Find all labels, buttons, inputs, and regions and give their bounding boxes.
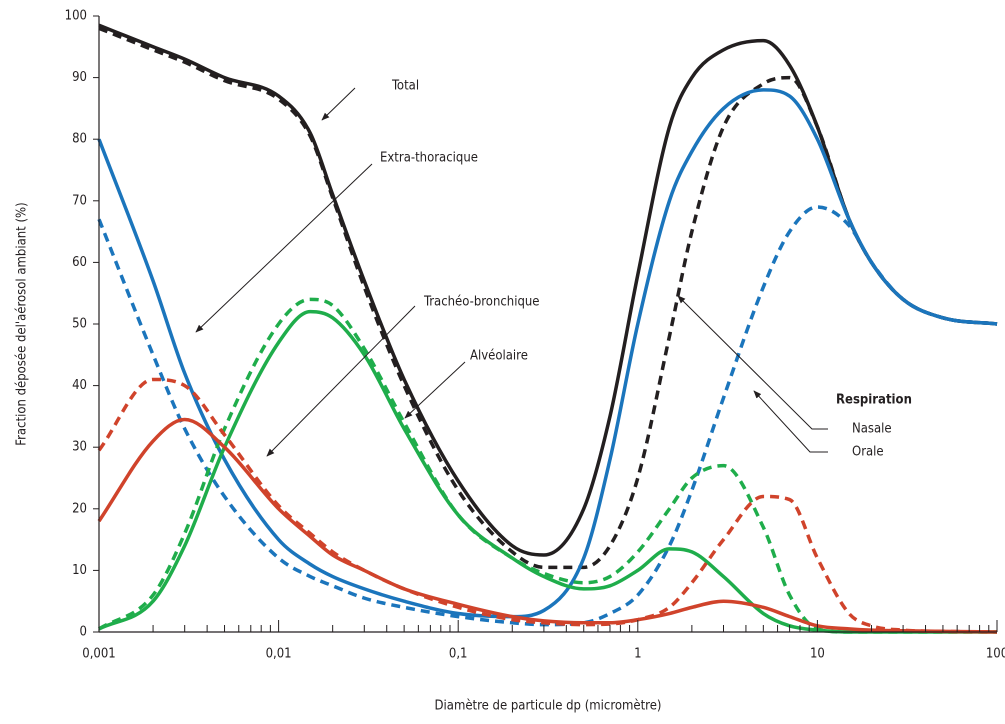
legend-arrow xyxy=(677,295,828,430)
legend-entry: Orale xyxy=(852,445,884,460)
legend-title: Respiration xyxy=(836,393,912,408)
x-axis-label: Diamètre de particule dp (micromètre) xyxy=(435,699,662,714)
curves xyxy=(97,23,998,634)
annotation: Trachéo-bronchique xyxy=(423,295,540,310)
x-tick-label: 100 xyxy=(986,647,1005,662)
x-tick-label: 10 xyxy=(810,647,825,662)
y-tick-label: 90 xyxy=(72,70,87,85)
x-tick-label: 0,01 xyxy=(266,647,292,662)
annotation: Extra-thoracique xyxy=(380,151,478,166)
annotation-arrow xyxy=(404,361,466,419)
curve-nasal xyxy=(97,88,998,619)
y-tick-label: 70 xyxy=(72,193,87,208)
x-tick-label: 1 xyxy=(634,647,641,662)
y-tick-label: 30 xyxy=(72,440,87,455)
legend-entry: Nasale xyxy=(852,422,892,437)
annotation-arrow xyxy=(321,87,356,121)
curve-nasal xyxy=(98,23,998,557)
y-tick-label: 60 xyxy=(72,255,87,270)
legend-arrow xyxy=(753,390,828,453)
y-tick-label: 0 xyxy=(80,625,87,640)
curve-oral xyxy=(98,297,997,634)
annotation: Total xyxy=(391,79,419,94)
x-tick-label: 0,1 xyxy=(449,647,468,662)
y-tick-label: 40 xyxy=(72,378,87,393)
annotation: Alvéolaire xyxy=(470,349,528,364)
x-tick-label: 0,001 xyxy=(82,647,115,662)
curve-oral xyxy=(98,26,998,570)
y-tick-label: 10 xyxy=(72,563,87,578)
curve-oral xyxy=(97,377,998,634)
y-tick-label: 50 xyxy=(72,317,87,332)
annotation-arrow xyxy=(266,305,416,457)
annotation-arrow xyxy=(195,163,373,333)
y-tick-label: 100 xyxy=(65,9,87,24)
y-axis-label: Fraction déposée del'aérosol ambiant (%) xyxy=(15,202,30,445)
curve-oral xyxy=(97,205,998,627)
curve-nasal xyxy=(97,417,998,634)
y-tick-label: 20 xyxy=(72,501,87,516)
y-tick-label: 80 xyxy=(72,132,87,147)
curve-nasal xyxy=(98,309,997,634)
